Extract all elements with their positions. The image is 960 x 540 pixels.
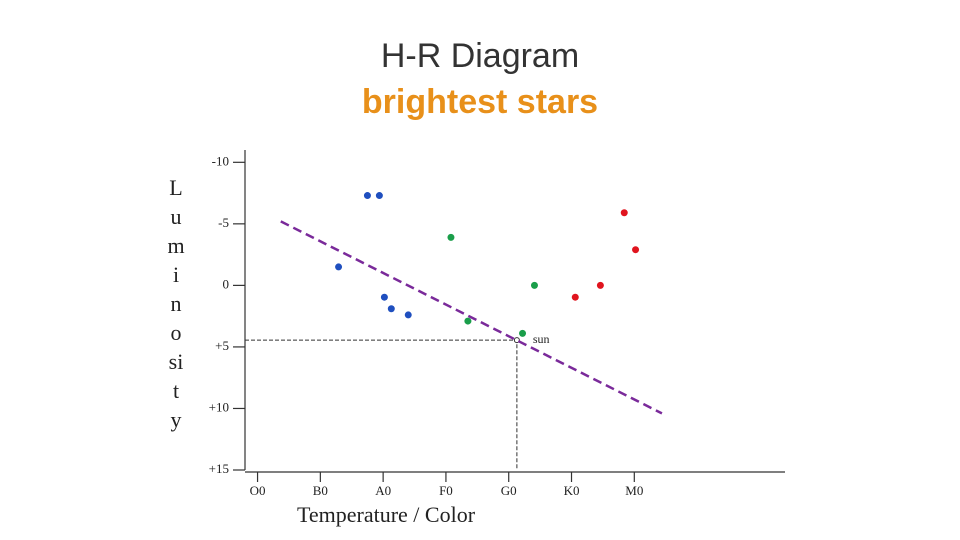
star-point xyxy=(596,281,604,289)
trend-line xyxy=(280,220,663,415)
x-tick-label: A0 xyxy=(375,483,391,498)
y-tick-label: -10 xyxy=(212,153,229,168)
star-point xyxy=(620,209,628,217)
annotation: sun xyxy=(533,332,550,346)
star-point xyxy=(335,263,343,271)
y-axis-label: n xyxy=(171,291,182,316)
x-axis-label: Temperature / Color xyxy=(297,502,476,527)
y-axis-label: m xyxy=(167,233,184,258)
y-axis-label: si xyxy=(169,349,184,374)
y-axis-label: L xyxy=(169,175,182,200)
x-tick-label: B0 xyxy=(313,483,328,498)
star-point xyxy=(375,192,383,200)
x-tick-label: O0 xyxy=(250,483,266,498)
guide-line xyxy=(245,339,518,470)
x-tick-label: K0 xyxy=(564,483,580,498)
y-axis-label: u xyxy=(171,204,182,229)
y-tick-label: +15 xyxy=(209,461,229,476)
star-point xyxy=(380,293,388,301)
y-tick-label: 0 xyxy=(223,276,230,291)
star-point xyxy=(387,305,395,313)
y-axis-label: i xyxy=(173,262,179,287)
star-point xyxy=(519,329,527,337)
y-axis-label: y xyxy=(171,407,182,432)
chart-title: H-R Diagram xyxy=(381,37,579,75)
x-tick-label: F0 xyxy=(439,483,453,498)
y-tick-label: -5 xyxy=(218,215,229,230)
star-point xyxy=(447,233,455,241)
chart-subtitle: brightest stars xyxy=(362,83,598,121)
x-tick-label: M0 xyxy=(625,483,643,498)
star-point xyxy=(530,281,538,289)
star-point xyxy=(363,192,371,200)
star-point xyxy=(464,317,472,325)
sun-point xyxy=(513,337,520,344)
star-point xyxy=(404,311,412,319)
y-tick-label: +5 xyxy=(215,338,229,353)
x-tick-label: G0 xyxy=(501,483,517,498)
y-axis-label: t xyxy=(173,378,179,403)
y-axis-label: o xyxy=(171,320,182,345)
star-point xyxy=(632,246,640,254)
y-tick-label: +10 xyxy=(209,399,229,414)
star-point xyxy=(571,293,579,301)
